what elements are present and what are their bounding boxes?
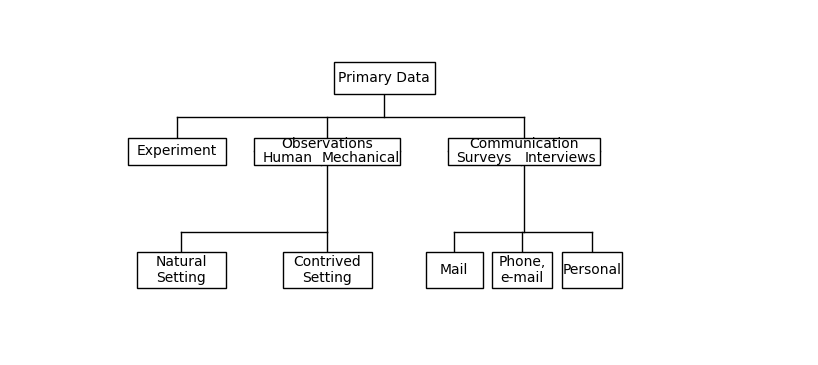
- Text: Contrived
Setting: Contrived Setting: [294, 255, 362, 285]
- FancyBboxPatch shape: [334, 62, 435, 95]
- Text: Observations: Observations: [281, 137, 373, 151]
- Text: Interviews: Interviews: [524, 151, 596, 165]
- Text: Primary Data: Primary Data: [339, 71, 430, 85]
- Text: Mechanical: Mechanical: [321, 151, 400, 165]
- FancyBboxPatch shape: [562, 252, 622, 288]
- FancyBboxPatch shape: [137, 252, 226, 288]
- FancyBboxPatch shape: [254, 138, 400, 165]
- Text: Mail: Mail: [440, 263, 468, 277]
- Text: Personal: Personal: [563, 263, 622, 277]
- Text: Phone,
e-mail: Phone, e-mail: [499, 255, 546, 285]
- FancyBboxPatch shape: [447, 138, 600, 165]
- Text: Experiment: Experiment: [137, 144, 217, 158]
- Text: Communication: Communication: [469, 137, 578, 151]
- FancyBboxPatch shape: [283, 252, 371, 288]
- FancyBboxPatch shape: [128, 138, 226, 165]
- Text: Natural
Setting: Natural Setting: [155, 255, 207, 285]
- Text: Human: Human: [263, 151, 312, 165]
- FancyBboxPatch shape: [425, 252, 483, 288]
- FancyBboxPatch shape: [492, 252, 552, 288]
- Text: Surveys: Surveys: [456, 151, 512, 165]
